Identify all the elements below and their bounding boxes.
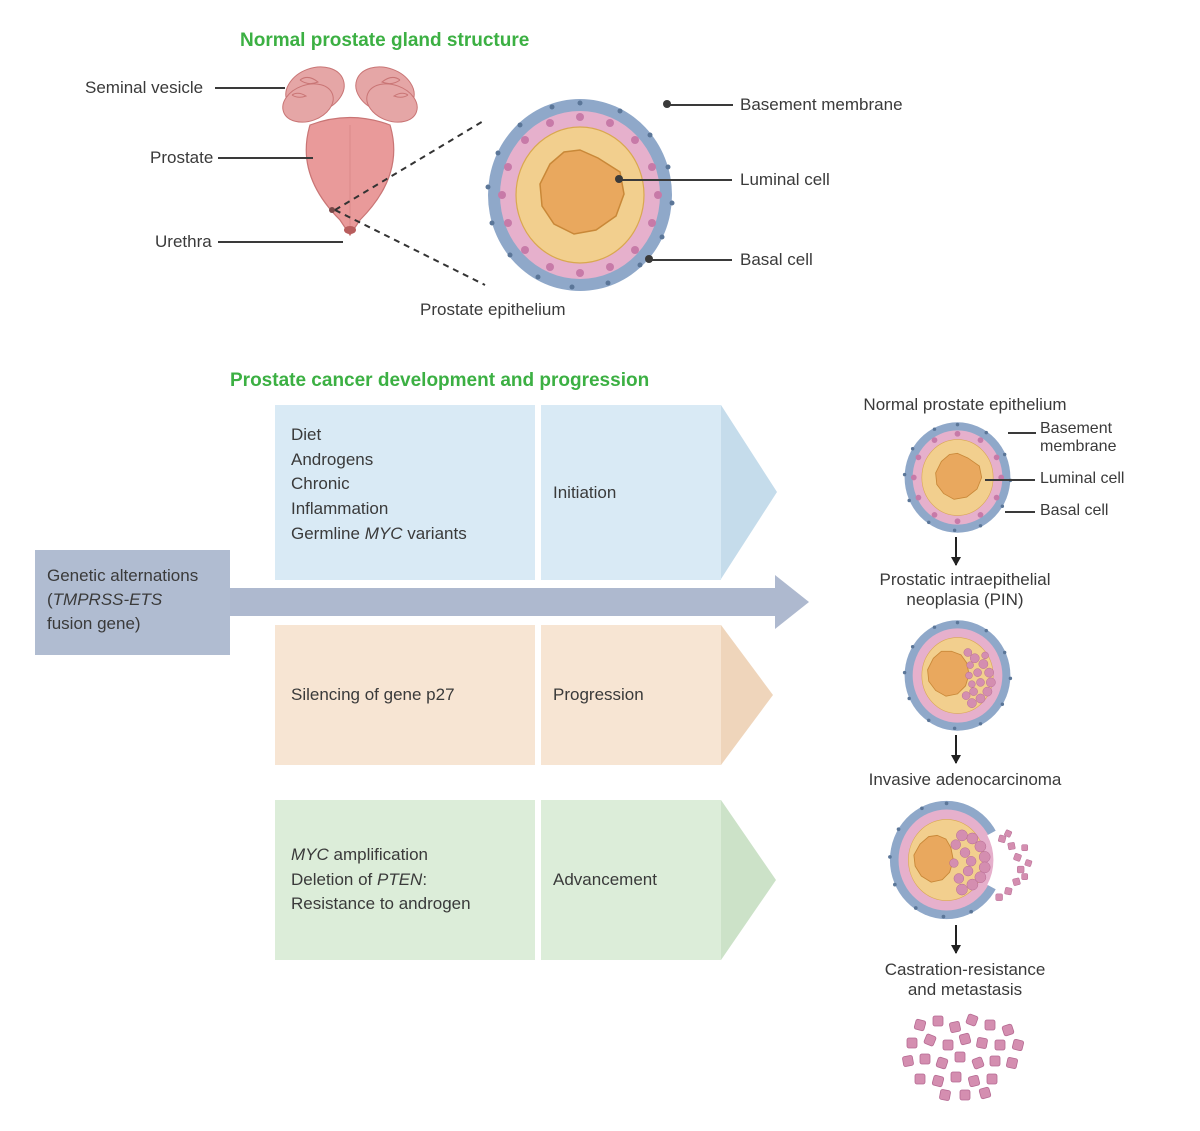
leader-seminal-vesicle	[215, 87, 285, 89]
stage-advancement-arrow	[721, 800, 776, 960]
leader-prostate	[218, 157, 313, 159]
castration-line2: and metastasis	[908, 980, 1022, 999]
init-inflammation: Inflammation	[291, 499, 388, 518]
dot-luminal	[615, 175, 623, 183]
title-cancer-progression: Prostate cancer development and progress…	[230, 370, 649, 392]
label-luminal-cell: Luminal cell	[740, 170, 830, 190]
epithelium-circle-top	[480, 95, 680, 295]
genetic-alterations-box: Genetic alternations (TMPRSS-ETS fusion …	[35, 550, 230, 655]
title-normal-prostate: Normal prostate gland structure	[240, 30, 529, 52]
stage-initiation: Diet Androgens Chronic Inflammation Germ…	[275, 405, 721, 580]
leader-bm-2	[1008, 432, 1036, 434]
label-urethra: Urethra	[155, 232, 212, 252]
castration-line1: Castration-resistance	[885, 960, 1046, 979]
label-prostate-epithelium: Prostate epithelium	[420, 300, 566, 320]
label-castration: Castration-resistance and metastasis	[850, 960, 1080, 1000]
adv-pten: PTEN	[377, 870, 422, 889]
invasive-circle	[885, 795, 1045, 925]
init-label: Initiation	[553, 483, 616, 503]
label-pin: Prostatic intraepithelial neoplasia (PIN…	[850, 570, 1080, 610]
prog-label: Progression	[553, 685, 644, 705]
adv-label: Advancement	[553, 870, 657, 890]
init-chronic: Chronic	[291, 474, 350, 493]
adv-amp: amplification	[329, 845, 428, 864]
stage-initiation-arrow	[721, 405, 777, 579]
arrow-3	[955, 925, 957, 953]
pin-line2: neoplasia (PIN)	[906, 590, 1023, 609]
leader-basal-2	[1005, 511, 1035, 513]
pin-line1: Prostatic intraepithelial	[879, 570, 1050, 589]
adv-myc: MYC	[291, 845, 329, 864]
stage-progression: Silencing of gene p27 Progression	[275, 625, 721, 765]
leader-basement-membrane	[668, 104, 733, 106]
init-germline: Germline MYC variants	[291, 524, 467, 543]
arrow-1	[955, 537, 957, 565]
leader-luminal-2	[985, 479, 1035, 481]
label-seminal-vesicle: Seminal vesicle	[85, 78, 203, 98]
stage-advancement: MYC amplification Deletion of PTEN: Resi…	[275, 800, 721, 960]
leader-urethra	[218, 241, 343, 243]
stage-progression-arrow	[721, 625, 773, 765]
connector-bar-arrow	[775, 575, 809, 629]
adv-colon: :	[422, 870, 427, 889]
dot-basement	[663, 100, 671, 108]
label-normal-epithelium: Normal prostate epithelium	[850, 395, 1080, 415]
label-bm-2: Basementmembrane	[1040, 420, 1116, 456]
adv-resist: Resistance to androgen	[291, 892, 519, 917]
leader-basal-cell	[650, 259, 732, 261]
normal-epithelium-circle	[900, 420, 1015, 535]
connector-bar	[230, 588, 775, 616]
dot-basal	[645, 255, 653, 263]
genetic-line1: Genetic alternations	[47, 566, 198, 585]
metastasis-cells	[895, 1010, 1035, 1110]
label-basal-cell: Basal cell	[740, 250, 813, 270]
label-invasive: Invasive adenocarcinoma	[850, 770, 1080, 790]
label-prostate: Prostate	[150, 148, 213, 168]
pin-circle	[900, 618, 1015, 733]
adv-del-a: Deletion of	[291, 870, 377, 889]
init-diet: Diet	[291, 425, 321, 444]
prog-text: Silencing of gene p27	[291, 683, 455, 708]
arrow-2	[955, 735, 957, 763]
init-androgens: Androgens	[291, 450, 373, 469]
label-basal-2: Basal cell	[1040, 502, 1108, 520]
label-luminal-2: Luminal cell	[1040, 470, 1124, 488]
label-basement-membrane: Basement membrane	[740, 95, 903, 115]
genetic-gene: TMPRSS-ETS	[53, 590, 163, 609]
leader-luminal-cell	[620, 179, 732, 181]
genetic-line3: fusion gene)	[47, 614, 141, 633]
